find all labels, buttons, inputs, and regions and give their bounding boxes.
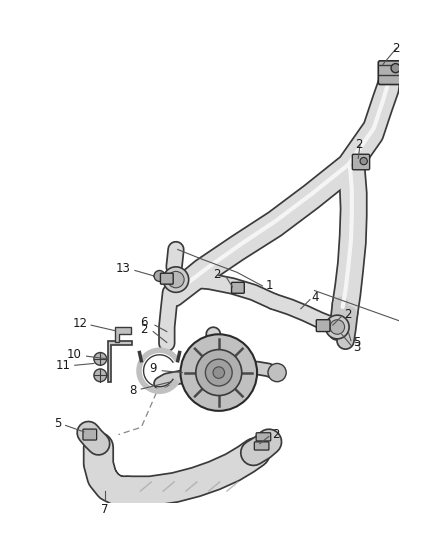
FancyBboxPatch shape [232,282,244,293]
Polygon shape [115,327,131,342]
Text: 8: 8 [129,384,137,397]
Circle shape [360,157,367,165]
FancyBboxPatch shape [316,320,330,332]
Circle shape [168,271,184,288]
Text: 9: 9 [149,362,157,375]
FancyBboxPatch shape [160,273,173,284]
Text: 4: 4 [312,292,319,304]
Text: 2: 2 [213,268,221,281]
Circle shape [268,364,286,382]
Circle shape [325,315,349,339]
Circle shape [154,270,165,281]
Text: 2: 2 [344,308,351,321]
FancyBboxPatch shape [254,442,269,450]
Circle shape [391,63,400,72]
Text: 13: 13 [116,262,131,275]
Text: 11: 11 [56,359,71,372]
FancyBboxPatch shape [83,429,97,440]
Text: 5: 5 [55,417,62,430]
Text: 12: 12 [73,317,88,330]
Text: 2: 2 [392,42,399,54]
Text: 3: 3 [353,341,360,353]
Polygon shape [108,341,132,382]
Text: 5: 5 [353,336,360,349]
FancyBboxPatch shape [256,433,271,441]
FancyBboxPatch shape [352,154,370,169]
Text: 10: 10 [67,348,82,361]
Circle shape [180,334,257,411]
Circle shape [196,350,242,395]
Text: 2: 2 [356,138,363,151]
Circle shape [330,320,345,334]
Text: 7: 7 [101,503,109,516]
Circle shape [213,367,225,378]
Text: 2: 2 [272,428,279,441]
FancyBboxPatch shape [378,61,402,85]
Circle shape [94,352,106,365]
Circle shape [163,267,189,293]
Circle shape [205,359,232,386]
Text: 2: 2 [140,323,148,336]
Circle shape [94,369,106,382]
Text: 1: 1 [266,279,274,293]
Text: 6: 6 [140,316,148,329]
